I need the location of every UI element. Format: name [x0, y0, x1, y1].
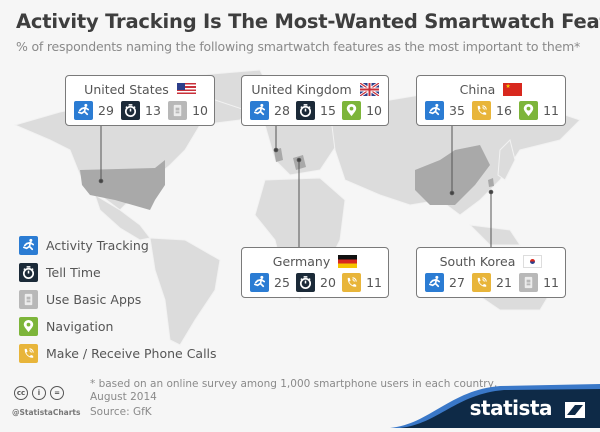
phone-icon — [472, 273, 492, 292]
phone-icon — [472, 101, 492, 120]
legend-item-activity: Activity Tracking — [19, 232, 217, 259]
stopwatch-icon — [296, 101, 316, 120]
country-card-south-korea: South Korea 27 21 11 — [416, 247, 566, 298]
app-icon — [519, 273, 539, 292]
running-icon — [74, 101, 93, 120]
legend-item-time: Tell Time — [19, 259, 217, 286]
germany-flag-icon — [338, 255, 358, 268]
legend-item-apps: Use Basic Apps — [19, 286, 217, 313]
country-name: South Korea — [439, 254, 516, 269]
statista-logo: statista — [390, 380, 600, 428]
cc-icon: cc — [14, 386, 28, 400]
south-korea-shape — [488, 178, 494, 187]
uk-flag-icon — [358, 81, 380, 98]
page-title: Activity Tracking Is The Most-Wanted Sma… — [16, 10, 600, 33]
running-icon — [250, 273, 269, 292]
country-card-china: China ★ 35 16 11 — [416, 75, 566, 126]
map-pin-icon — [519, 101, 539, 120]
stopwatch-icon — [296, 273, 316, 292]
map-pin-icon — [342, 101, 362, 120]
running-icon — [19, 236, 38, 255]
attribution-icon: i — [32, 386, 46, 400]
legend: Activity Tracking Tell Time Use Basic Ap… — [19, 232, 217, 367]
running-icon — [425, 273, 444, 292]
china-flag-icon: ★ — [503, 83, 523, 96]
twitter-handle: @StatistaCharts — [12, 408, 81, 417]
country-card-germany: Germany 25 20 11 — [241, 247, 389, 298]
running-icon — [250, 101, 269, 120]
legend-item-calls: Make / Receive Phone Calls — [19, 340, 217, 367]
app-icon — [19, 290, 38, 309]
creative-commons-icons: cc i = — [14, 386, 64, 400]
page-subtitle: % of respondents naming the following sm… — [16, 39, 581, 54]
country-card-united-kingdom: United Kingdom 28 15 10 — [241, 75, 389, 126]
map-pin-icon — [19, 317, 38, 336]
source: Source: GfK — [90, 406, 152, 418]
legend-item-navigation: Navigation — [19, 313, 217, 340]
country-name: United Kingdom — [251, 82, 352, 97]
phone-icon — [19, 344, 38, 363]
country-name: China — [459, 82, 496, 97]
brand-name: statista — [469, 396, 553, 420]
south-korea-flag-icon — [523, 255, 543, 268]
country-name: United States — [84, 82, 169, 97]
country-name: Germany — [272, 254, 331, 269]
app-icon — [168, 101, 188, 120]
phone-icon — [342, 273, 362, 292]
running-icon — [425, 101, 444, 120]
stopwatch-icon — [121, 101, 141, 120]
stopwatch-icon — [19, 263, 38, 282]
us-flag-icon — [176, 83, 196, 96]
footnote: * based on an online survey among 1,000 … — [90, 378, 498, 403]
country-card-united-states: United States 29 13 10 — [65, 75, 215, 126]
no-derivatives-icon: = — [50, 386, 64, 400]
